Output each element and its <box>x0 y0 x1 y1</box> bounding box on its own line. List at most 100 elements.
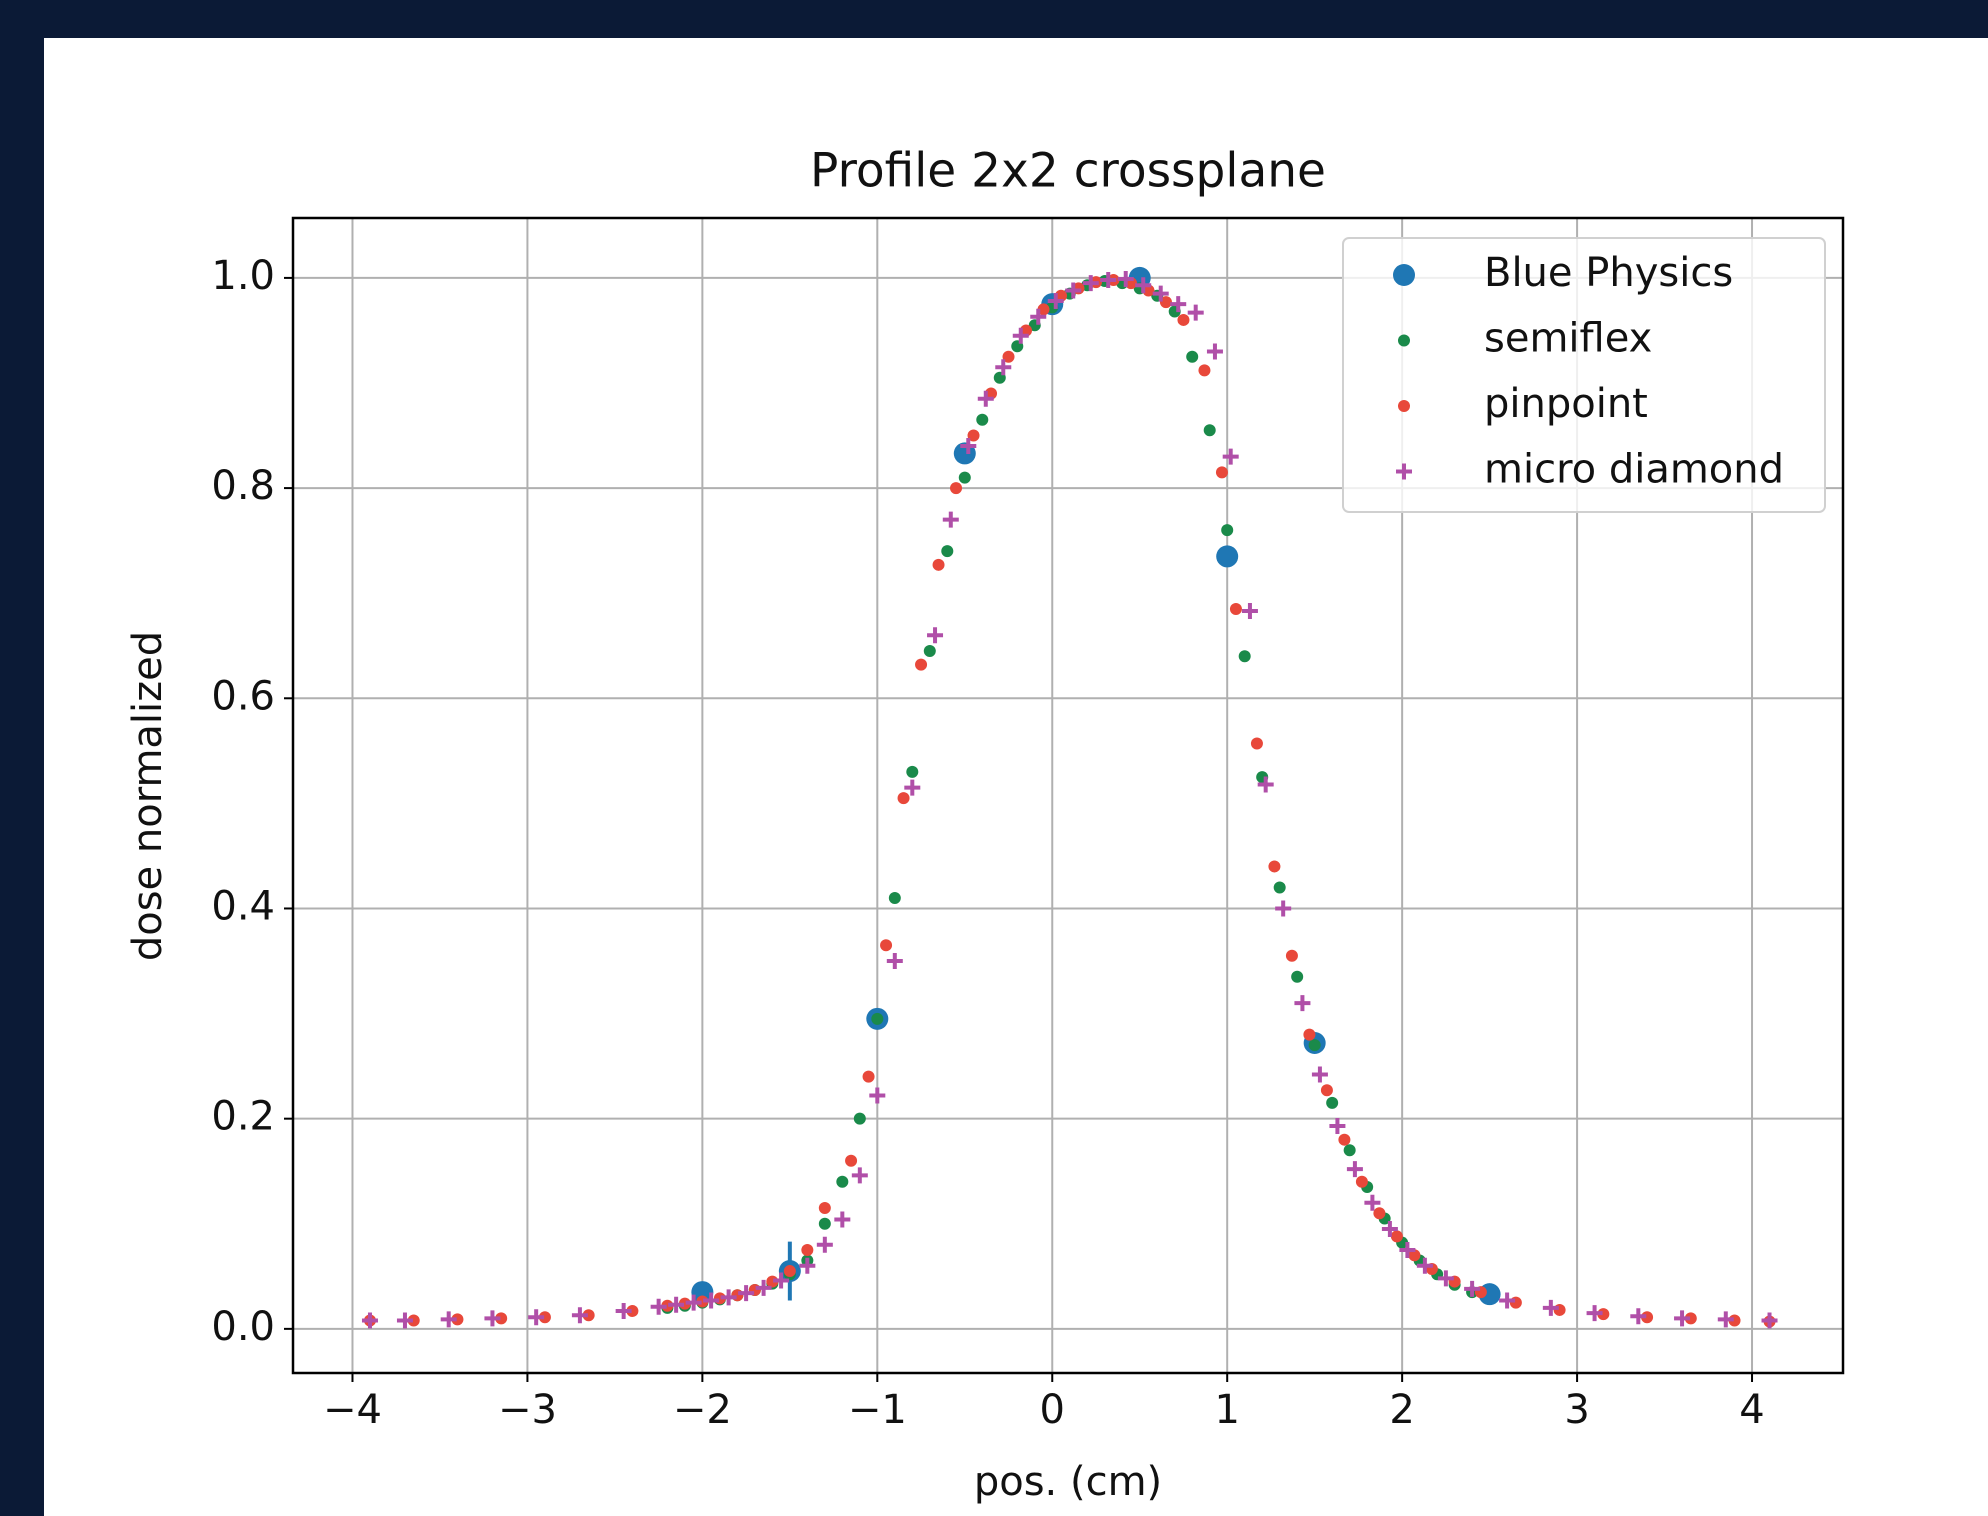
plot-frame <box>291 216 1845 1375</box>
x-tick-label: −3 <box>498 1387 557 1433</box>
data-point <box>1012 327 1029 344</box>
data-point <box>1308 1039 1321 1052</box>
data-point <box>626 1304 639 1317</box>
x-tick-label: −1 <box>848 1387 907 1433</box>
data-point <box>942 511 959 528</box>
data-point <box>582 1309 595 1322</box>
data-point <box>451 1313 464 1326</box>
legend: Blue Physics semiflex pinpoint micro diamon… <box>1342 237 1826 513</box>
x-tick-label: 2 <box>1389 1387 1414 1433</box>
data-point <box>1761 1312 1778 1329</box>
data-point <box>1037 303 1050 316</box>
data-point <box>1509 1296 1522 1309</box>
data-point <box>853 1112 866 1125</box>
data-point <box>1186 350 1199 363</box>
data-point <box>1285 949 1298 962</box>
data-point <box>1142 284 1155 297</box>
data-point <box>818 1217 831 1230</box>
data-point <box>1499 1292 1516 1309</box>
data-point <box>571 1307 588 1324</box>
data-point <box>1159 296 1172 309</box>
data-point <box>773 1272 790 1289</box>
y-tick-label: 0.4 <box>211 883 275 929</box>
data-point <box>1381 1221 1398 1238</box>
data-point <box>361 1312 378 1329</box>
data-point <box>755 1279 772 1296</box>
data-point <box>1055 289 1068 302</box>
x-tick-label: 4 <box>1739 1387 1764 1433</box>
legend-box <box>1342 237 1826 513</box>
data-point <box>1203 424 1216 437</box>
y-tick-label: 0.8 <box>211 463 275 509</box>
data-point <box>1257 776 1274 793</box>
data-point <box>1399 1242 1416 1259</box>
data-point <box>1355 1175 1368 1188</box>
data-point <box>1630 1308 1647 1325</box>
data-point <box>836 1175 849 1188</box>
data-point <box>1117 270 1134 287</box>
data-point <box>906 765 919 778</box>
data-point <box>691 1281 714 1304</box>
y-tick-label: 1.0 <box>211 253 275 299</box>
data-point <box>1553 1303 1566 1316</box>
data-point <box>871 1012 884 1025</box>
data-point <box>1241 603 1258 620</box>
data-point <box>1170 296 1187 313</box>
data-point <box>1275 900 1292 917</box>
data-point <box>1206 343 1223 360</box>
data-point <box>1238 650 1251 663</box>
data-point <box>528 1309 545 1326</box>
x-tick-label: 3 <box>1564 1387 1589 1433</box>
y-tick-label: 0.2 <box>211 1094 275 1140</box>
data-point <box>1002 350 1015 363</box>
data-point <box>927 627 944 644</box>
data-point <box>1177 313 1190 326</box>
data-point <box>851 1167 868 1184</box>
data-point <box>440 1311 457 1328</box>
data-point <box>915 658 928 671</box>
legend-label: micro diamond <box>1484 447 1784 493</box>
data-point <box>407 1314 420 1327</box>
data-point <box>985 387 998 400</box>
data-point <box>1320 1084 1333 1097</box>
data-point <box>495 1312 508 1325</box>
data-point <box>738 1285 755 1302</box>
data-point <box>1717 1311 1734 1328</box>
data-point <box>845 1154 858 1167</box>
data-point <box>1198 364 1211 377</box>
data-point <box>1250 737 1263 750</box>
data-point <box>967 429 980 442</box>
data-point <box>941 545 954 558</box>
data-point <box>1100 272 1117 289</box>
data-point <box>995 359 1012 376</box>
data-point <box>1542 1299 1559 1316</box>
data-point <box>1215 466 1228 479</box>
data-point <box>1291 970 1304 983</box>
legend-marker <box>1398 334 1410 347</box>
data-point <box>801 1244 814 1257</box>
data-point <box>886 953 903 970</box>
data-point <box>1390 1230 1403 1243</box>
data-point <box>1311 1066 1328 1083</box>
data-point <box>720 1289 737 1306</box>
data-point <box>1464 1280 1481 1297</box>
data-point <box>799 1257 816 1274</box>
data-point <box>1343 1144 1356 1157</box>
data-point <box>1229 602 1242 615</box>
data-point <box>396 1312 413 1329</box>
x-tick-label: −2 <box>673 1387 732 1433</box>
data-point <box>1586 1305 1603 1322</box>
data-point <box>862 1070 875 1083</box>
data-point <box>731 1289 744 1302</box>
data-point <box>1221 524 1234 537</box>
data-point <box>1303 1028 1316 1041</box>
data-point <box>484 1310 501 1327</box>
data-point <box>1684 1312 1697 1325</box>
data-point <box>538 1311 551 1324</box>
data-point <box>834 1211 851 1228</box>
data-point <box>932 558 945 571</box>
data-point <box>1030 308 1047 325</box>
chart-title: Profile 2x2 crossplane <box>810 144 1326 199</box>
data-point <box>615 1302 632 1319</box>
